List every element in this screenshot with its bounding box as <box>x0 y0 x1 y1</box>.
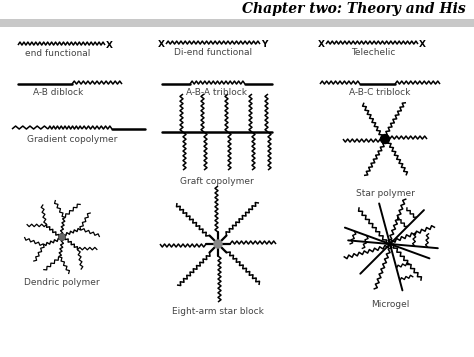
Circle shape <box>214 240 222 248</box>
Circle shape <box>59 234 65 240</box>
Text: end functional: end functional <box>25 49 91 58</box>
Text: X: X <box>419 40 426 49</box>
Text: Telechelic: Telechelic <box>351 48 395 57</box>
Text: A-B-A triblock: A-B-A triblock <box>186 88 247 97</box>
Text: Y: Y <box>261 40 267 49</box>
Text: A-B diblock: A-B diblock <box>33 88 83 97</box>
Text: Chapter two: Theory and His: Chapter two: Theory and His <box>242 2 466 16</box>
Text: X: X <box>158 40 165 49</box>
Text: Graft copolymer: Graft copolymer <box>180 177 254 186</box>
Text: Star polymer: Star polymer <box>356 189 414 198</box>
Text: A-B-C triblock: A-B-C triblock <box>349 88 410 97</box>
Text: Gradient copolymer: Gradient copolymer <box>27 135 117 144</box>
Text: Di-end functional: Di-end functional <box>174 48 252 57</box>
Text: X: X <box>318 40 325 49</box>
Text: X: X <box>106 41 113 50</box>
Bar <box>0 19 474 27</box>
Text: Microgel: Microgel <box>371 300 409 309</box>
Text: Dendric polymer: Dendric polymer <box>24 278 100 287</box>
Text: Eight-arm star block: Eight-arm star block <box>172 307 264 316</box>
Circle shape <box>381 135 390 144</box>
